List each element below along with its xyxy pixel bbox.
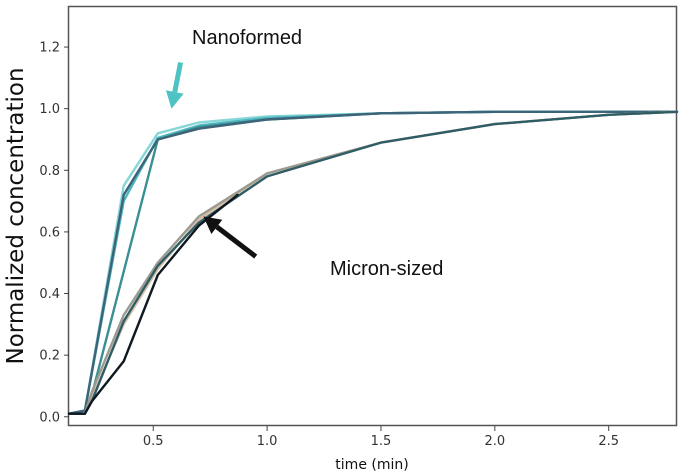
annotation-arrow-head-2 bbox=[203, 216, 223, 234]
y-tick-label: 0.6 bbox=[39, 225, 60, 240]
x-tick-label: 1.0 bbox=[257, 434, 278, 449]
x-tick-label: 2.5 bbox=[598, 434, 619, 449]
y-tick-label: 0.2 bbox=[39, 349, 60, 364]
x-axis-title: time (min) bbox=[335, 457, 408, 473]
annotation-label-1: Nanoformed bbox=[192, 27, 302, 49]
annotation-arrow-shaft-1 bbox=[172, 61, 184, 93]
x-tick-label: 0.5 bbox=[143, 434, 164, 449]
axis-ticks: 0.5 1.0 1.5 2.0 2.5 0.0 0.2 0.4 0.6 0.8 1.0 1.2 bbox=[39, 41, 619, 449]
plot-area-border bbox=[67, 5, 678, 427]
data-series-group bbox=[67, 110, 679, 415]
annotation-arrow-shaft-2 bbox=[215, 224, 258, 259]
annotation-group: Nanoformed Micron-sized bbox=[165, 27, 443, 280]
annotation-label-2: Micron-sized bbox=[330, 258, 443, 280]
series-line-4 bbox=[67, 110, 679, 415]
y-tick-label: 1.2 bbox=[39, 41, 60, 56]
x-tick-label: 1.5 bbox=[371, 434, 392, 449]
y-axis-title: Normalized concentration bbox=[3, 67, 29, 364]
y-tick-label: 0.4 bbox=[39, 287, 60, 302]
y-tick-label: 0.8 bbox=[39, 164, 60, 179]
y-tick-label: 1.0 bbox=[39, 102, 60, 117]
x-tick-label: 2.0 bbox=[484, 434, 505, 449]
series-line-8 bbox=[67, 193, 239, 415]
annotation-arrow-head-1 bbox=[165, 90, 184, 109]
y-tick-label: 0.0 bbox=[39, 410, 60, 425]
